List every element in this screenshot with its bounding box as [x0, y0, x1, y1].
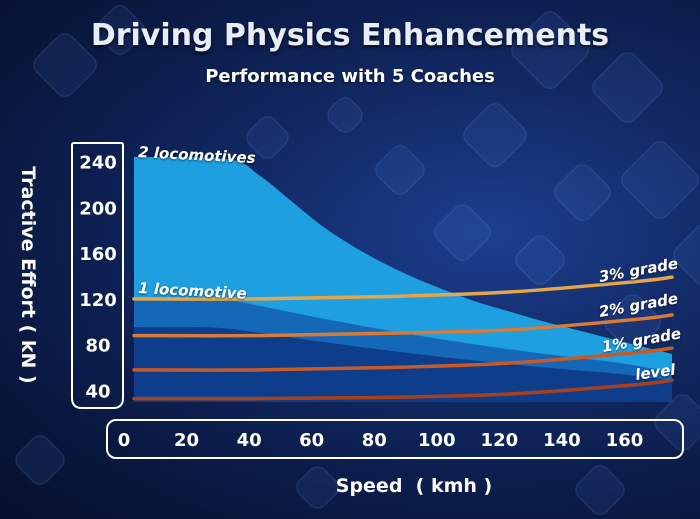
x-tick-label: 40 — [237, 430, 262, 451]
line-2-grade — [132, 313, 674, 338]
grade-lines — [132, 275, 674, 401]
background-tile — [604, 294, 661, 351]
annotation-level: level — [634, 360, 677, 384]
background-tile — [620, 140, 700, 220]
y-tick-label: 40 — [85, 382, 110, 403]
x-axis-label: Speed ( kmh ) — [336, 475, 492, 497]
background-tile — [33, 33, 97, 97]
area-dark-band — [134, 326, 672, 402]
chart-title: Driving Physics Enhancements — [90, 18, 610, 53]
x-tick-label: 0 — [118, 430, 131, 451]
chart-subtitle: Performance with 5 Coaches — [205, 66, 495, 87]
y-axis-frame — [71, 142, 124, 409]
y-tick-label: 160 — [79, 244, 117, 265]
background-tile — [463, 103, 527, 167]
line-3-grade — [132, 275, 674, 301]
x-tick-label: 60 — [299, 430, 324, 451]
line-1-grade — [132, 346, 674, 372]
background-tile — [327, 97, 363, 133]
x-tick-label: 120 — [481, 430, 519, 451]
background-tile — [95, 5, 145, 55]
x-tick-label: 160 — [606, 430, 644, 451]
background-tile — [434, 204, 491, 261]
background-tile — [654, 394, 700, 451]
y-tick-label: 200 — [79, 198, 117, 219]
background-tile — [592, 52, 663, 123]
background-tile — [673, 223, 700, 287]
x-tick-label: 20 — [174, 430, 199, 451]
background-tile — [575, 465, 625, 515]
y-tick-label: 120 — [79, 290, 117, 311]
x-tick-label: 140 — [543, 430, 581, 451]
plot-areas — [134, 156, 672, 402]
background-tile — [510, 10, 590, 90]
x-tick-label: 80 — [362, 430, 387, 451]
background-tile — [246, 116, 289, 159]
y-tick-label: 80 — [85, 336, 110, 357]
y-tick-label: 240 — [79, 152, 117, 173]
x-axis-ticks: 0 20 40 60 80 100 120 140 160 — [118, 430, 644, 451]
y-axis-label: Tractive Effort ( kN ) — [17, 166, 39, 383]
background-tile — [554, 164, 611, 221]
background-tile — [375, 145, 425, 195]
y-axis-ticks: 40 80 120 160 200 240 — [79, 152, 117, 402]
line-level — [132, 378, 674, 401]
background-tile — [296, 466, 339, 509]
annotation-1-locomotive: 1 locomotive — [138, 279, 247, 303]
x-tick-label: 100 — [418, 430, 456, 451]
x-axis-frame — [106, 419, 684, 459]
background-tile — [515, 235, 565, 285]
background-tile — [15, 435, 65, 485]
